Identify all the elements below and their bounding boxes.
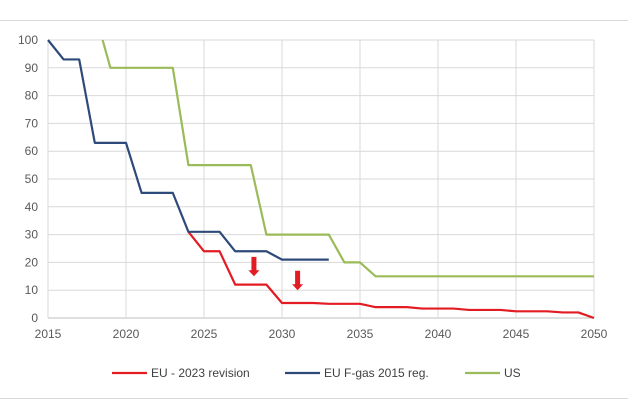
series-lines xyxy=(47,39,595,320)
series-line-0 xyxy=(187,231,595,320)
legend-label: US xyxy=(504,366,521,380)
legend: EU - 2023 revision EU F-gas 2015 reg. US xyxy=(112,366,521,380)
x-tick-label: 2035 xyxy=(347,327,374,341)
y-tick-label: 60 xyxy=(25,144,39,158)
x-tick-label: 2050 xyxy=(581,327,608,341)
y-tick-label: 80 xyxy=(25,89,39,103)
y-tick-label: 10 xyxy=(25,283,39,297)
y-tick-label: 30 xyxy=(25,228,39,242)
series-line-1 xyxy=(47,39,329,261)
y-tick-label: 100 xyxy=(18,33,38,47)
x-tick-label: 2040 xyxy=(425,327,452,341)
y-tick-label: 90 xyxy=(25,61,39,75)
x-tick-label: 2015 xyxy=(35,327,62,341)
annotations xyxy=(248,256,304,291)
y-tick-label: 70 xyxy=(25,116,39,130)
grid xyxy=(47,39,595,319)
top-border xyxy=(0,20,628,21)
y-tick-label: 20 xyxy=(25,255,39,269)
down-arrow-icon xyxy=(292,270,304,291)
x-tick-label: 2020 xyxy=(113,327,140,341)
x-tick-label: 2030 xyxy=(269,327,296,341)
x-tick-label: 2045 xyxy=(503,327,530,341)
legend-label: EU - 2023 revision xyxy=(151,366,250,380)
series-line-2 xyxy=(101,39,594,278)
x-tick-label: 2025 xyxy=(191,327,218,341)
legend-label: EU F-gas 2015 reg. xyxy=(324,366,429,380)
y-tick-label: 0 xyxy=(31,311,38,325)
bottom-border xyxy=(0,398,628,399)
down-arrow-icon xyxy=(248,256,260,277)
y-tick-label: 50 xyxy=(25,172,39,186)
y-tick-label: 40 xyxy=(25,200,39,214)
